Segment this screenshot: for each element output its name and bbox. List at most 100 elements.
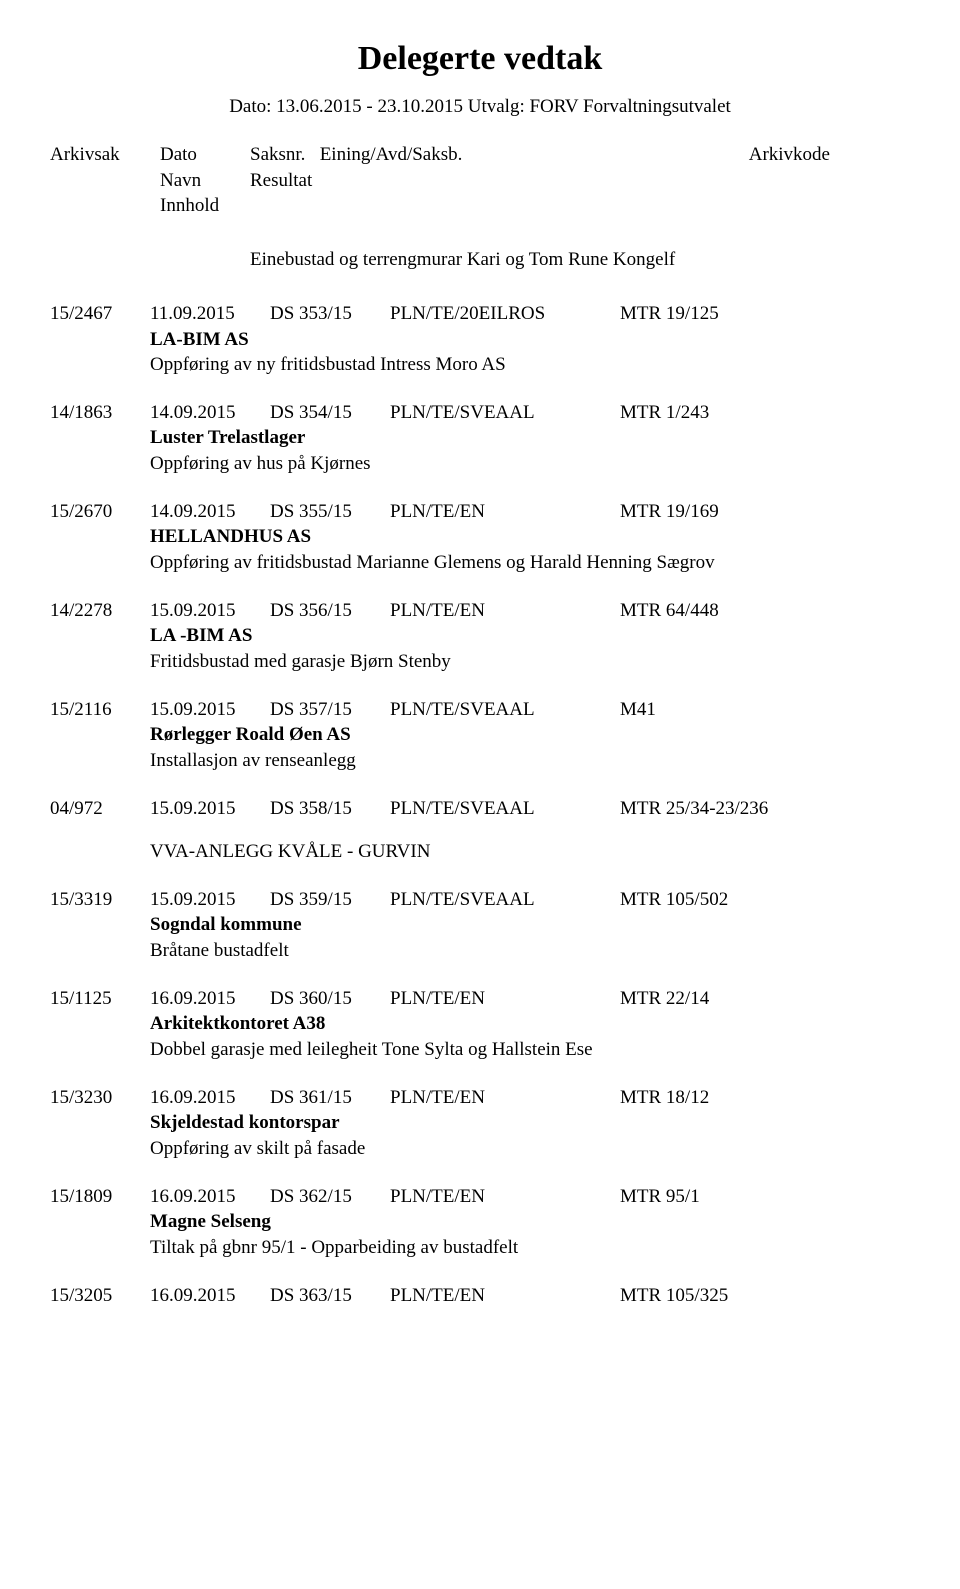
- header-dato: Dato: [160, 142, 250, 168]
- header-arkivsak: Arkivsak: [50, 142, 160, 168]
- entry-row: 15/331915.09.2015DS 359/15PLN/TE/SVEAALM…: [50, 887, 910, 913]
- entry-arkivsak: 15/1809: [50, 1184, 150, 1210]
- entry-arkivsak: 15/2116: [50, 697, 150, 723]
- entry-party: Rørlegger Roald Øen AS: [150, 722, 910, 748]
- entry-dato: 14.09.2015: [150, 499, 270, 525]
- entry-party: LA -BIM AS: [150, 623, 910, 649]
- entry-arkivkode: MTR 18/12: [620, 1085, 910, 1111]
- page-subtitle: Dato: 13.06.2015 - 23.10.2015 Utvalg: FO…: [50, 96, 910, 118]
- entry: 15/211615.09.2015DS 357/15PLN/TE/SVEAALM…: [50, 697, 910, 774]
- entry-party: Arkitektkontoret A38: [150, 1011, 910, 1037]
- entry-eining: PLN/TE/EN: [390, 1184, 620, 1210]
- header-eining: Eining/Avd/Saksb.: [320, 144, 463, 165]
- entry: 14/227815.09.2015DS 356/15PLN/TE/ENMTR 6…: [50, 598, 910, 675]
- entry: 15/246711.09.2015DS 353/15PLN/TE/20EILRO…: [50, 301, 910, 378]
- entry-arkivsak: 14/1863: [50, 400, 150, 426]
- entry-dato: 16.09.2015: [150, 986, 270, 1012]
- entry: 15/323016.09.2015DS 361/15PLN/TE/ENMTR 1…: [50, 1085, 910, 1162]
- entry-row: 15/320516.09.2015DS 363/15PLN/TE/ENMTR 1…: [50, 1283, 910, 1309]
- header-navn: Navn: [160, 168, 250, 194]
- entry-row: 15/180916.09.2015DS 362/15PLN/TE/ENMTR 9…: [50, 1184, 910, 1210]
- entry-row: 15/323016.09.2015DS 361/15PLN/TE/ENMTR 1…: [50, 1085, 910, 1111]
- entry-arkivsak: 14/2278: [50, 598, 150, 624]
- entry-party: HELLANDHUS AS: [150, 524, 910, 550]
- entry-party: Luster Trelastlager: [150, 425, 910, 451]
- entry-arkivsak: 15/2670: [50, 499, 150, 525]
- entry-arkivkode: MTR 19/125: [620, 301, 910, 327]
- entry-arkivkode: MTR 105/502: [620, 887, 910, 913]
- entry-eining: PLN/TE/EN: [390, 1085, 620, 1111]
- entry-arkivkode: MTR 1/243: [620, 400, 910, 426]
- entry-saksnr: DS 356/15: [270, 598, 390, 624]
- entry-row: 15/246711.09.2015DS 353/15PLN/TE/20EILRO…: [50, 301, 910, 327]
- entry-saksnr: DS 357/15: [270, 697, 390, 723]
- entry-eining: PLN/TE/SVEAAL: [390, 400, 620, 426]
- entry-arkivsak: 15/3319: [50, 887, 150, 913]
- entry-party: LA-BIM AS: [150, 327, 910, 353]
- entry-arkivkode: M41: [620, 697, 910, 723]
- entry-desc: Oppføring av fritidsbustad Marianne Glem…: [150, 550, 910, 576]
- entry-row: 14/186314.09.2015DS 354/15PLN/TE/SVEAALM…: [50, 400, 910, 426]
- entry-dato: 15.09.2015: [150, 796, 270, 822]
- entry: 15/267014.09.2015DS 355/15PLN/TE/ENMTR 1…: [50, 499, 910, 576]
- entry-dato: 15.09.2015: [150, 697, 270, 723]
- entry-eining: PLN/TE/SVEAAL: [390, 697, 620, 723]
- header-resultat: Resultat: [250, 168, 500, 194]
- entry-saksnr: DS 360/15: [270, 986, 390, 1012]
- entry-arkivsak: 15/3205: [50, 1283, 150, 1309]
- entries-list: 15/246711.09.2015DS 353/15PLN/TE/20EILRO…: [50, 301, 910, 1308]
- entry-eining: PLN/TE/EN: [390, 986, 620, 1012]
- entry-arkivsak: 15/3230: [50, 1085, 150, 1111]
- entry-dato: 16.09.2015: [150, 1184, 270, 1210]
- entry-party: Sogndal kommune: [150, 912, 910, 938]
- entry-eining: PLN/TE/SVEAAL: [390, 796, 620, 822]
- entry: 15/112516.09.2015DS 360/15PLN/TE/ENMTR 2…: [50, 986, 910, 1063]
- entry-arkivkode: MTR 105/325: [620, 1283, 910, 1309]
- entry-party: Skjeldestad kontorspar: [150, 1110, 910, 1136]
- entry-arkivkode: MTR 95/1: [620, 1184, 910, 1210]
- entry-party: Magne Selseng: [150, 1209, 910, 1235]
- entry-row: 15/267014.09.2015DS 355/15PLN/TE/ENMTR 1…: [50, 499, 910, 525]
- entry-eining: PLN/TE/EN: [390, 598, 620, 624]
- entry-eining: PLN/TE/EN: [390, 499, 620, 525]
- entry: 15/320516.09.2015DS 363/15PLN/TE/ENMTR 1…: [50, 1283, 910, 1309]
- entry-extra: VVA-ANLEGG KVÅLE - GURVIN: [150, 839, 910, 865]
- intro-text: Einebustad og terrengmurar Kari og Tom R…: [250, 249, 910, 271]
- entry-desc: Dobbel garasje med leilegheit Tone Sylta…: [150, 1037, 910, 1063]
- entry-row: 15/211615.09.2015DS 357/15PLN/TE/SVEAALM…: [50, 697, 910, 723]
- entry: 15/180916.09.2015DS 362/15PLN/TE/ENMTR 9…: [50, 1184, 910, 1261]
- entry-saksnr: DS 363/15: [270, 1283, 390, 1309]
- entry-saksnr: DS 358/15: [270, 796, 390, 822]
- entry: 04/97215.09.2015DS 358/15PLN/TE/SVEAALMT…: [50, 796, 910, 865]
- entry-eining: PLN/TE/20EILROS: [390, 301, 620, 327]
- entry-arkivsak: 04/972: [50, 796, 150, 822]
- entry-arkivkode: MTR 25/34-23/236: [620, 796, 910, 822]
- entry-desc: Tiltak på gbnr 95/1 - Opparbeiding av bu…: [150, 1235, 910, 1261]
- entry-dato: 16.09.2015: [150, 1283, 270, 1309]
- entry-row: 04/97215.09.2015DS 358/15PLN/TE/SVEAALMT…: [50, 796, 910, 822]
- entry-saksnr: DS 355/15: [270, 499, 390, 525]
- entry-desc: Bråtane bustadfelt: [150, 938, 910, 964]
- entry-eining: PLN/TE/SVEAAL: [390, 887, 620, 913]
- entry-saksnr: DS 353/15: [270, 301, 390, 327]
- entry: 15/331915.09.2015DS 359/15PLN/TE/SVEAALM…: [50, 887, 910, 964]
- entry-dato: 11.09.2015: [150, 301, 270, 327]
- entry: 14/186314.09.2015DS 354/15PLN/TE/SVEAALM…: [50, 400, 910, 477]
- entry-dato: 15.09.2015: [150, 887, 270, 913]
- header-arkivkode: Arkivkode: [500, 142, 910, 168]
- entry-row: 15/112516.09.2015DS 360/15PLN/TE/ENMTR 2…: [50, 986, 910, 1012]
- entry-arkivkode: MTR 19/169: [620, 499, 910, 525]
- entry-saksnr: DS 361/15: [270, 1085, 390, 1111]
- entry-dato: 16.09.2015: [150, 1085, 270, 1111]
- entry-saksnr: DS 359/15: [270, 887, 390, 913]
- page-title: Delegerte vedtak: [50, 40, 910, 78]
- entry-eining: PLN/TE/EN: [390, 1283, 620, 1309]
- entry-saksnr: DS 362/15: [270, 1184, 390, 1210]
- entry-arkivkode: MTR 64/448: [620, 598, 910, 624]
- entry-dato: 15.09.2015: [150, 598, 270, 624]
- entry-desc: Oppføring av skilt på fasade: [150, 1136, 910, 1162]
- entry-saksnr: DS 354/15: [270, 400, 390, 426]
- entry-arkivkode: MTR 22/14: [620, 986, 910, 1012]
- entry-row: 14/227815.09.2015DS 356/15PLN/TE/ENMTR 6…: [50, 598, 910, 624]
- entry-desc: Fritidsbustad med garasje Bjørn Stenby: [150, 649, 910, 675]
